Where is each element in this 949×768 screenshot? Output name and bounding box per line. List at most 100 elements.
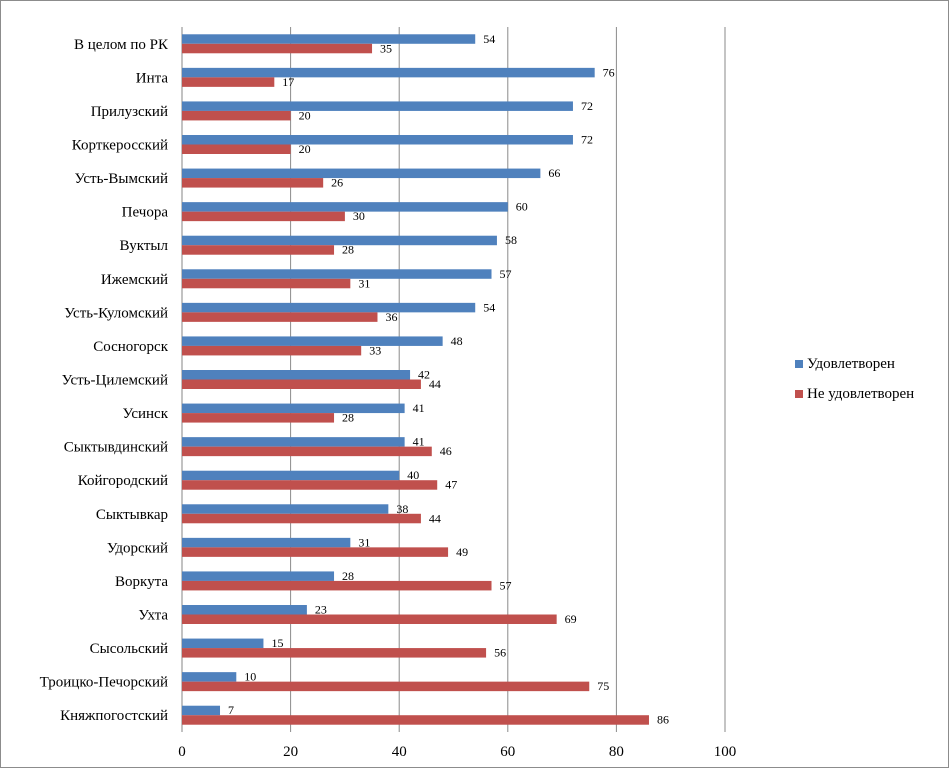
category-label: Княжпогостский [60, 708, 168, 724]
data-label: 72 [581, 99, 593, 113]
bar [182, 437, 405, 447]
bar [182, 178, 324, 188]
bar [182, 110, 291, 121]
data-label: 28 [342, 411, 354, 425]
data-label: 48 [451, 334, 463, 348]
category-label: Вуктыл [119, 238, 168, 254]
bar [182, 202, 508, 212]
category-label: Печора [122, 205, 169, 221]
category-label: Удорский [107, 540, 168, 556]
bar [182, 605, 307, 615]
data-label: 26 [331, 176, 343, 190]
x-tick-label: 100 [714, 744, 737, 760]
bar [182, 345, 362, 356]
category-label: Сыктывкар [96, 507, 168, 523]
bar [182, 245, 335, 255]
data-label: 42 [418, 368, 430, 382]
data-label: 41 [413, 401, 425, 415]
category-label: Сыктывдинский [64, 440, 168, 456]
bar [182, 614, 557, 624]
bar [182, 480, 438, 490]
data-label: 17 [282, 75, 294, 89]
bar [182, 504, 389, 514]
data-label: 41 [413, 435, 425, 449]
data-label: 20 [299, 142, 311, 156]
category-label: Койгородский [78, 473, 168, 489]
category-label: Усть-Вымский [75, 171, 168, 187]
data-label: 7 [228, 703, 234, 717]
x-tick-label: 80 [609, 744, 624, 760]
data-label: 31 [358, 276, 370, 290]
data-label: 20 [299, 108, 311, 122]
bar [182, 302, 476, 313]
data-label: 31 [358, 535, 370, 549]
category-label: Усть-Цилемский [62, 373, 168, 389]
bar [182, 648, 487, 658]
bar [182, 77, 275, 87]
bar [182, 312, 378, 322]
category-labels: В целом по РК Инта Прилузский Корткеросский… [40, 37, 169, 724]
bar [182, 34, 476, 44]
data-label: 58 [505, 233, 517, 247]
data-label: 30 [353, 209, 365, 223]
data-label: 86 [657, 713, 669, 727]
bar [182, 705, 221, 716]
bar [182, 470, 400, 481]
bar [182, 135, 573, 145]
bar [182, 43, 373, 54]
legend-label: Не удовлетворен [807, 386, 914, 402]
bar [182, 537, 351, 548]
x-tick-label: 0 [178, 744, 186, 760]
data-label: 56 [494, 646, 506, 660]
bar [182, 547, 449, 557]
category-label: Воркута [115, 574, 168, 590]
bar [182, 235, 497, 246]
data-label: 33 [369, 343, 381, 357]
category-label: Троицко-Печорский [40, 675, 168, 691]
category-label: Усинск [123, 406, 169, 422]
data-label: 72 [581, 133, 593, 147]
category-label: Ухта [138, 608, 168, 624]
category-label: Сысольский [90, 641, 168, 657]
data-label: 36 [385, 310, 397, 324]
category-label: Усть-Куломский [64, 305, 168, 321]
data-label: 23 [315, 603, 327, 617]
bar [182, 715, 649, 725]
legend-swatch [795, 360, 803, 368]
category-label: Инта [136, 70, 169, 86]
data-label: 28 [342, 243, 354, 257]
data-label: 66 [548, 166, 560, 180]
data-label: 38 [396, 502, 408, 516]
data-label: 15 [271, 636, 283, 650]
bar [182, 681, 590, 692]
bar [182, 672, 237, 682]
bar [182, 101, 573, 111]
data-label: 49 [456, 545, 468, 559]
data-label: 40 [407, 468, 419, 482]
data-label: 57 [500, 578, 512, 592]
data-label: 46 [440, 444, 452, 458]
x-tick-label: 60 [500, 744, 515, 760]
bar [182, 580, 492, 591]
data-label: 44 [429, 377, 441, 391]
bar [182, 336, 443, 346]
category-label: Прилузский [91, 104, 168, 120]
legend: Удовлетворен Не удовлетворен [795, 356, 914, 402]
bar [182, 67, 595, 78]
data-label: 47 [445, 478, 457, 492]
bar [182, 269, 492, 279]
data-label: 60 [516, 200, 528, 214]
bar [182, 513, 421, 524]
bar [182, 211, 345, 222]
data-label: 75 [597, 679, 609, 693]
bar [182, 144, 291, 154]
bar [182, 370, 411, 380]
x-tick-label: 40 [392, 744, 407, 760]
bar [182, 278, 351, 289]
bar [182, 638, 264, 649]
bar [182, 379, 421, 389]
category-label: В целом по РК [74, 37, 169, 53]
data-label: 44 [429, 511, 441, 525]
data-label: 35 [380, 41, 392, 55]
